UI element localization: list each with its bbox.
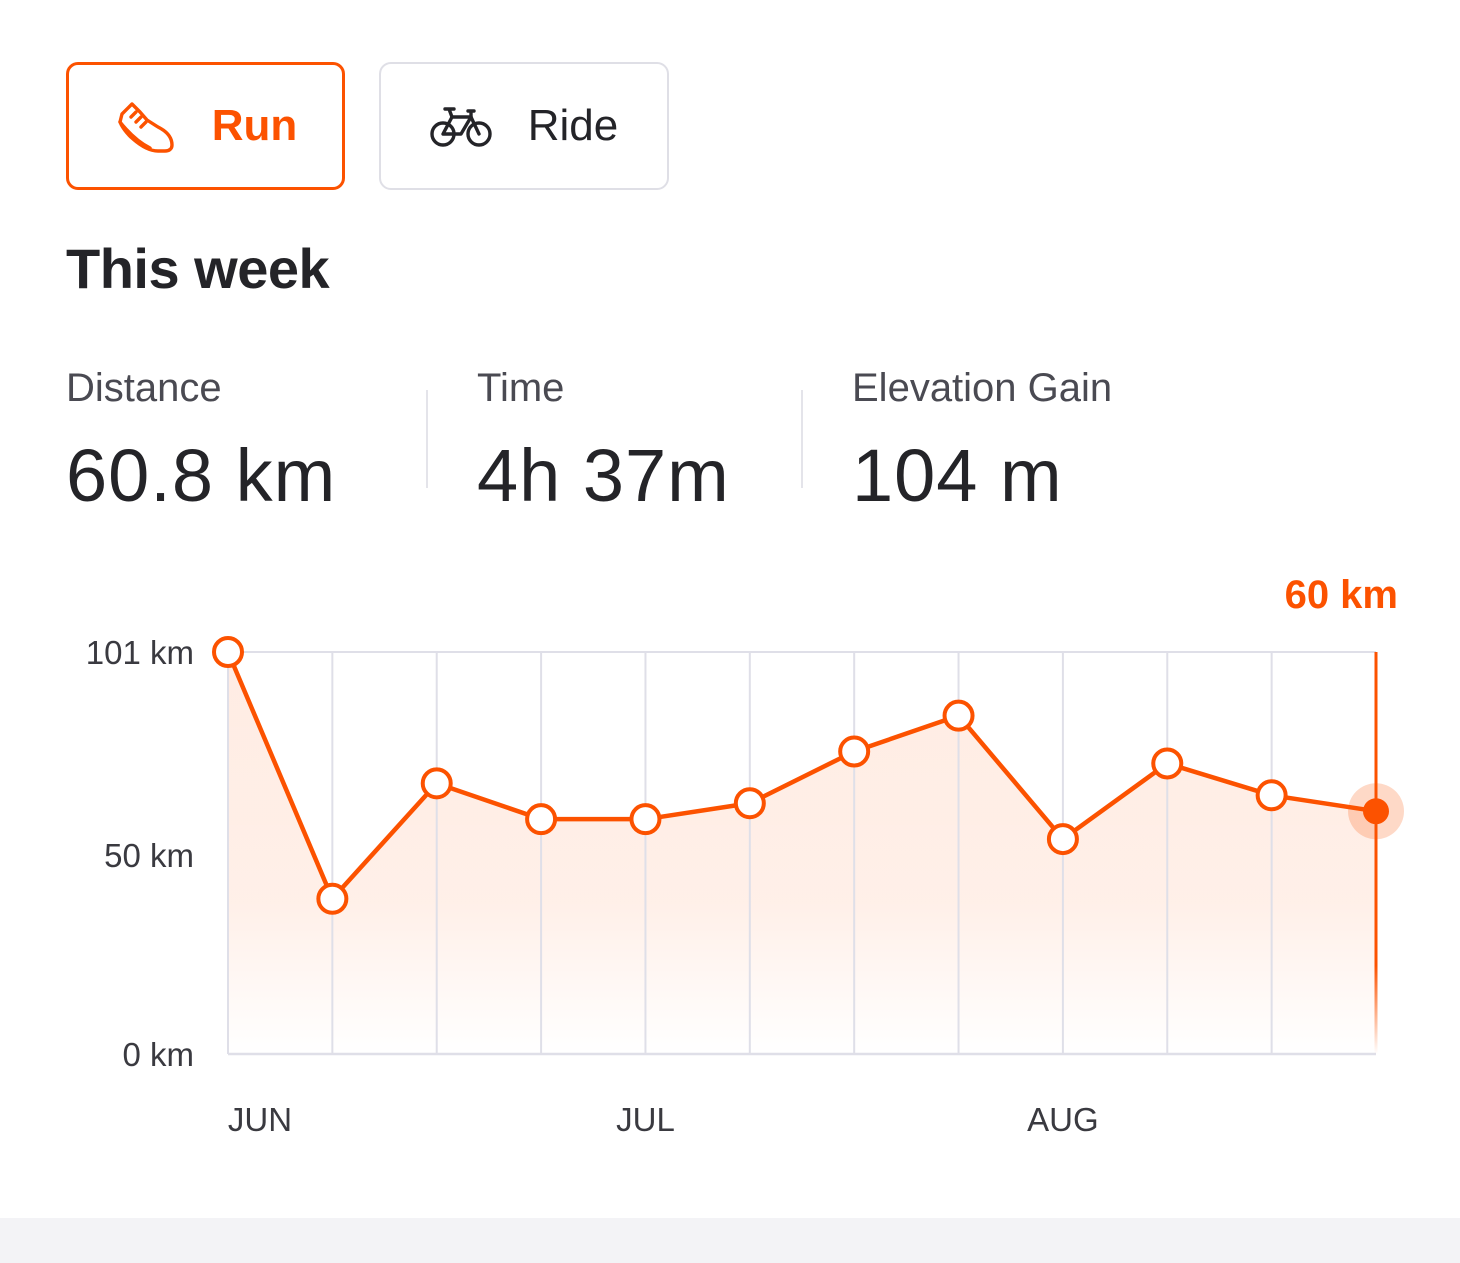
stat-distance-label: Distance bbox=[66, 366, 222, 410]
selected-value-label: 60 km bbox=[1285, 573, 1398, 617]
x-month-label: AUG bbox=[1027, 1101, 1099, 1138]
stat-distance: Distance 60.8 km bbox=[66, 366, 336, 518]
data-point[interactable] bbox=[525, 803, 558, 836]
weekly-stats: Distance 60.8 km Time 4h 37m Elevation G… bbox=[66, 366, 1366, 518]
stat-elevation: Elevation Gain 104 m bbox=[852, 366, 1112, 518]
tab-ride-label: Ride bbox=[527, 101, 619, 150]
x-month-label: JUN bbox=[228, 1101, 292, 1138]
data-point[interactable] bbox=[942, 699, 975, 732]
data-point[interactable] bbox=[316, 882, 349, 915]
weekly-distance-chart: 101 km 50 km 0 km JUN JUL AUG 60 km bbox=[86, 573, 1404, 1138]
stat-time-label: Time bbox=[477, 366, 565, 410]
stat-time: Time 4h 37m bbox=[477, 366, 730, 518]
data-point[interactable] bbox=[1046, 823, 1079, 856]
section-title: This week bbox=[66, 237, 330, 300]
x-month-label: JUL bbox=[616, 1101, 675, 1138]
y-tick-label: 50 km bbox=[104, 837, 194, 874]
bottom-divider bbox=[0, 1218, 1460, 1263]
data-point[interactable] bbox=[212, 636, 244, 668]
selected-data-point[interactable] bbox=[1363, 798, 1389, 825]
bicycle-icon bbox=[430, 103, 492, 149]
tab-run[interactable]: Run bbox=[66, 62, 345, 190]
data-point[interactable] bbox=[838, 735, 871, 768]
running-shoe-icon bbox=[114, 94, 178, 158]
stat-divider bbox=[426, 390, 428, 488]
stat-distance-value: 60.8 km bbox=[66, 434, 337, 517]
stat-elevation-value: 104 m bbox=[852, 434, 1063, 517]
stat-time-value: 4h 37m bbox=[477, 434, 730, 517]
chart-area-fill bbox=[228, 652, 1376, 1054]
tab-ride[interactable]: Ride bbox=[379, 62, 669, 190]
selected-week-line bbox=[1374, 652, 1378, 1054]
data-point[interactable] bbox=[420, 767, 453, 800]
stat-elevation-label: Elevation Gain bbox=[852, 366, 1113, 410]
data-point[interactable] bbox=[1151, 747, 1184, 780]
data-point[interactable] bbox=[1255, 779, 1288, 812]
data-point[interactable] bbox=[733, 787, 766, 820]
y-tick-label: 0 km bbox=[122, 1036, 194, 1073]
stat-divider bbox=[801, 390, 803, 488]
data-point[interactable] bbox=[629, 803, 662, 836]
y-tick-label: 101 km bbox=[86, 634, 194, 671]
tab-run-label: Run bbox=[211, 101, 298, 150]
series-line bbox=[225, 649, 1379, 902]
sport-tabs: Run Ride bbox=[66, 62, 669, 190]
